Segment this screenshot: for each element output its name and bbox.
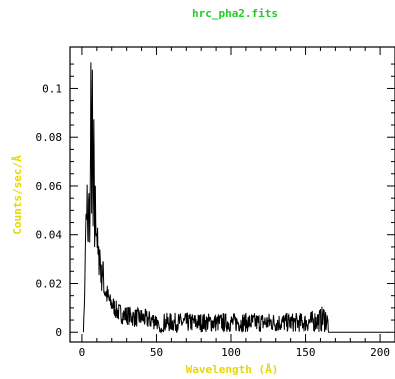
x-tick-label: 0: [79, 346, 86, 359]
plot-frame: [69, 46, 395, 343]
y-axis-label: Counts/sec/Å: [11, 155, 24, 235]
x-tick-label: 100: [221, 346, 241, 359]
x-axis-ticks: 0 50 100 150 200: [79, 47, 390, 359]
x-axis-label: Wavelength (Å): [186, 363, 279, 376]
y-tick-label: 0.04: [36, 229, 63, 242]
y-axis-ticks: 0 0.02 0.04 0.06 0.08 0.1: [36, 63, 395, 339]
y-tick-label: 0.06: [36, 180, 63, 193]
chart-title: hrc_pha2.fits: [192, 7, 278, 20]
y-tick-label: 0.08: [36, 131, 63, 144]
spectrum-series-line: [82, 62, 388, 335]
y-tick-label: 0.02: [36, 277, 63, 290]
y-tick-label: 0.1: [42, 82, 62, 95]
y-tick-label: 0: [55, 326, 62, 339]
x-tick-label: 150: [296, 346, 316, 359]
x-tick-label: 200: [370, 346, 390, 359]
x-tick-label: 50: [150, 346, 163, 359]
